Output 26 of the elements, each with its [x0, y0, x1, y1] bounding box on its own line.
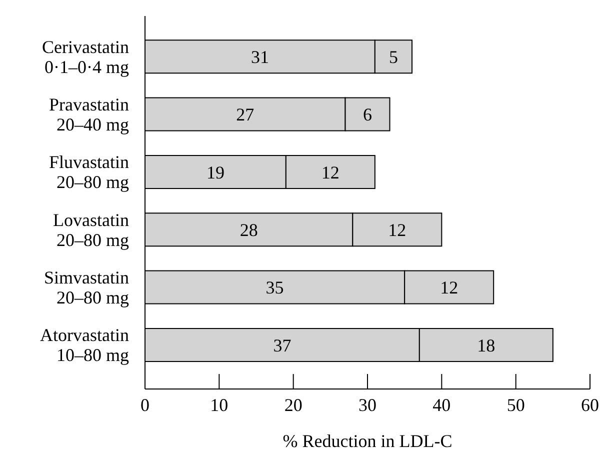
data-label: 6: [363, 104, 372, 125]
data-label: 12: [388, 220, 406, 240]
y-tick-label: Fluvastatin 20–80 mg: [49, 152, 129, 192]
data-label: 28: [240, 220, 258, 240]
y-tick-label: Pravastatin 20–40 mg: [49, 94, 129, 134]
y-tick-label: Simvastatin 20–80 mg: [44, 268, 129, 308]
data-label: 37: [273, 335, 292, 356]
data-label: 27: [236, 104, 254, 125]
y-tick-label: Cerivastatin 0·1–0·4 mg: [42, 36, 129, 77]
data-label: 31: [250, 47, 269, 67]
x-tick-label: 60: [581, 395, 599, 415]
data-label: 12: [440, 278, 458, 298]
x-tick-label: 10: [210, 395, 228, 415]
data-label: 18: [477, 335, 496, 356]
data-label: 5: [388, 47, 398, 67]
x-tick-label: 40: [432, 395, 451, 415]
x-tick-label: 50: [506, 395, 525, 415]
data-label: 35: [266, 278, 284, 298]
data-label: 12: [321, 162, 340, 182]
x-tick-label: 20: [284, 395, 302, 415]
x-axis-title: % Reduction in LDL-C: [282, 431, 452, 451]
y-tick-label: Atorvastatin 10–80 mg: [40, 325, 129, 366]
x-tick-label: 0: [140, 395, 150, 415]
x-tick-label: 30: [358, 395, 376, 415]
data-label: 19: [206, 162, 224, 182]
y-tick-label: Lovastatin 20–80 mg: [53, 210, 129, 250]
